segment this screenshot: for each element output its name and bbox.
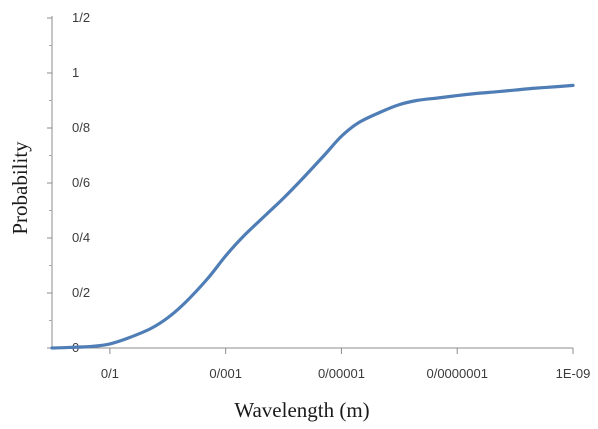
x-tick-label: 0/1: [101, 366, 119, 381]
y-tick-label: 0/8: [72, 120, 90, 135]
y-tick-label: 1/2: [72, 10, 90, 25]
x-tick-label: 0/00001: [318, 366, 365, 381]
x-tick-label: 0/0000001: [426, 366, 487, 381]
y-tick-label: 0/6: [72, 175, 90, 190]
x-axis-title: Wavelength (m): [234, 398, 369, 422]
tick-labels: 00/20/40/60/811/20/1 0/001 0/00001 0/000000…: [72, 10, 590, 381]
y-axis-title: Probability: [8, 141, 32, 235]
series-line: [50, 83, 575, 350]
axes: [47, 16, 574, 354]
y-tick-label: 0/2: [72, 285, 90, 300]
y-tick-label: 1: [72, 65, 79, 80]
x-tick-label: 1E-09: [556, 366, 591, 381]
y-tick-label: 0/4: [72, 230, 90, 245]
x-tick-label: 0/001: [209, 366, 242, 381]
series-layer: [50, 83, 575, 350]
